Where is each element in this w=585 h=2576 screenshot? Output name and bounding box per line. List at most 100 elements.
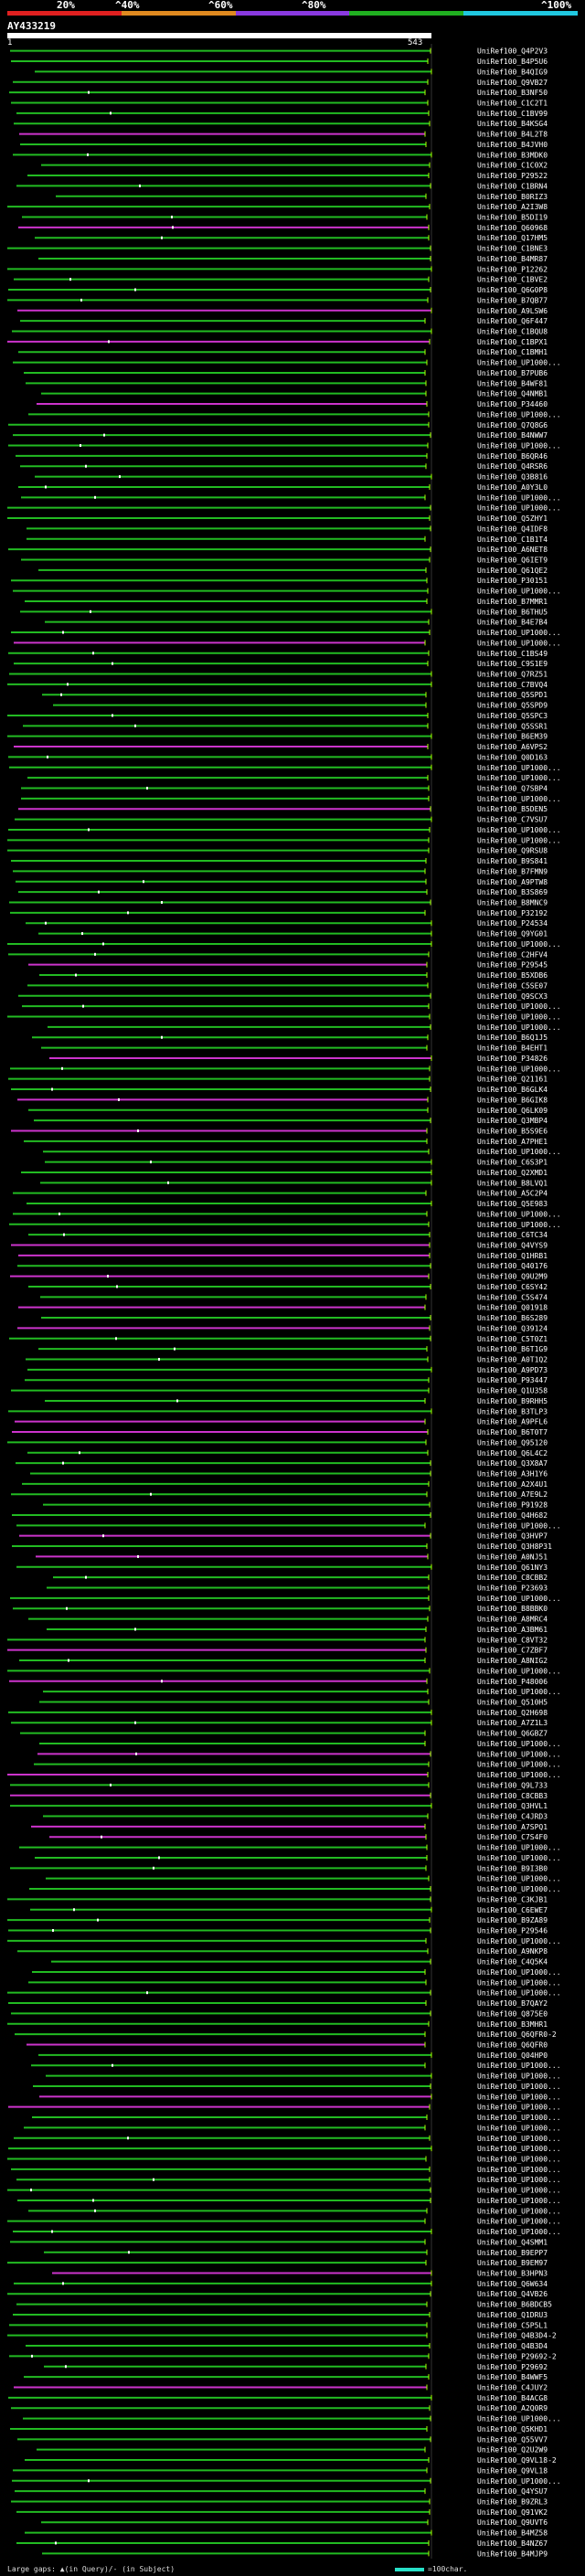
hit-row[interactable]: UniRef100_UP1000... xyxy=(11,2166,561,2174)
hit-row[interactable]: UniRef100_UP1000... xyxy=(22,1002,561,1011)
hit-label[interactable]: UniRef100_P23693 xyxy=(477,1585,548,1593)
hit-row[interactable]: UniRef100_UP1000... xyxy=(32,1968,561,1977)
hit-label[interactable]: UniRef100_C7ZBF7 xyxy=(477,1647,548,1655)
hit-label[interactable]: UniRef100_UP1000... xyxy=(477,1148,561,1156)
hit-label[interactable]: UniRef100_B4KSG4 xyxy=(477,120,548,128)
hit-label[interactable]: UniRef100_Q95120 xyxy=(477,1438,548,1447)
hit-row[interactable]: UniRef100_Q1HRB1 xyxy=(18,1252,548,1260)
hit-label[interactable]: UniRef100_Q91VK2 xyxy=(477,2508,548,2517)
hit-row[interactable]: UniRef100_B3HPN3 xyxy=(52,2270,548,2278)
hit-row[interactable]: UniRef100_A2Q0R9 xyxy=(11,2404,548,2412)
hit-label[interactable]: UniRef100_P12262 xyxy=(477,265,548,273)
hit-row[interactable]: UniRef100_C4JRD3 xyxy=(43,1813,548,1821)
hit-label[interactable]: UniRef100_B6Q1J5 xyxy=(477,1034,548,1042)
hit-row[interactable]: UniRef100_A9PTW8 xyxy=(16,878,548,886)
hit-label[interactable]: UniRef100_A9NKP8 xyxy=(477,1947,548,1956)
hit-row[interactable]: UniRef100_Q4B3D4 xyxy=(26,2342,548,2350)
hit-label[interactable]: UniRef100_Q4VYS9 xyxy=(477,1242,548,1250)
hit-label[interactable]: UniRef100_C1B1T4 xyxy=(477,535,548,544)
hit-row[interactable]: UniRef100_P30151 xyxy=(11,577,548,585)
hit-label[interactable]: UniRef100_Q04HP0 xyxy=(477,2051,548,2060)
hit-row[interactable]: UniRef100_UP1000... xyxy=(7,940,561,949)
hit-label[interactable]: UniRef100_UP1000... xyxy=(477,588,561,596)
hit-label[interactable]: UniRef100_Q9VB27 xyxy=(477,79,548,87)
hit-row[interactable]: UniRef100_C5P5L1 xyxy=(9,2321,548,2329)
hit-row[interactable]: UniRef100_Q6G0P8 xyxy=(8,286,548,294)
hit-row[interactable]: UniRef100_A7E9L2 xyxy=(11,1490,548,1499)
hit-label[interactable]: UniRef100_B3TLP3 xyxy=(477,1407,548,1415)
hit-row[interactable]: UniRef100_P29546 xyxy=(8,1927,548,1935)
hit-label[interactable]: UniRef100_Q4RSR6 xyxy=(477,462,548,471)
hit-row[interactable]: UniRef100_B4QIG9 xyxy=(35,68,548,76)
hit-label[interactable]: UniRef100_UP1000... xyxy=(477,1521,561,1530)
hit-label[interactable]: UniRef100_A7Z1L3 xyxy=(477,1719,548,1727)
hit-label[interactable]: UniRef100_Q1U358 xyxy=(477,1387,548,1395)
hit-row[interactable]: UniRef100_A2X4U1 xyxy=(22,1480,548,1489)
hit-row[interactable]: UniRef100_UP1000... xyxy=(7,504,561,513)
hit-row[interactable]: UniRef100_A6VPS2 xyxy=(14,743,548,751)
hit-label[interactable]: UniRef100_A2X4U1 xyxy=(477,1480,548,1489)
hit-label[interactable]: UniRef100_Q4P2V3 xyxy=(477,48,548,56)
hit-label[interactable]: UniRef100_Q9RSU8 xyxy=(477,847,548,855)
hit-row[interactable]: UniRef100_B6S289 xyxy=(41,1314,548,1322)
hit-row[interactable]: UniRef100_UP1000... xyxy=(9,1221,561,1229)
hit-row[interactable]: UniRef100_A8MRC4 xyxy=(28,1616,548,1624)
hit-label[interactable]: UniRef100_Q6GBZ7 xyxy=(477,1730,548,1738)
hit-label[interactable]: UniRef100_B4NWW7 xyxy=(477,431,548,440)
hit-row[interactable]: UniRef100_C5T0Z1 xyxy=(9,1335,548,1343)
hit-row[interactable]: UniRef100_Q3HVL1 xyxy=(10,1802,548,1810)
hit-label[interactable]: UniRef100_P29692-2 xyxy=(477,2352,557,2360)
hit-label[interactable]: UniRef100_B8LVQ1 xyxy=(477,1179,548,1187)
hit-label[interactable]: UniRef100_UP1000... xyxy=(477,1221,561,1229)
hit-row[interactable]: UniRef100_Q17HM5 xyxy=(35,234,548,242)
hit-row[interactable]: UniRef100_B5DI19 xyxy=(22,214,548,222)
hit-label[interactable]: UniRef100_UP1000... xyxy=(477,2083,561,2091)
hit-row[interactable]: UniRef100_B9RHH5 xyxy=(45,1397,548,1405)
hit-label[interactable]: UniRef100_UP1000... xyxy=(477,774,561,782)
hit-row[interactable]: UniRef100_UP1000... xyxy=(46,1875,561,1883)
hit-row[interactable]: UniRef100_B6THU5 xyxy=(20,608,548,616)
hit-row[interactable]: UniRef100_UP1000... xyxy=(9,764,561,772)
hit-label[interactable]: UniRef100_C4JRD3 xyxy=(477,1813,548,1821)
hit-row[interactable]: UniRef100_UP1000... xyxy=(7,1937,561,1945)
hit-label[interactable]: UniRef100_UP1000... xyxy=(477,1937,561,1945)
hit-label[interactable]: UniRef100_UP1000... xyxy=(477,1065,561,1073)
hit-row[interactable]: UniRef100_B6EM39 xyxy=(7,733,548,741)
hit-label[interactable]: UniRef100_UP1000... xyxy=(477,1740,561,1748)
hit-label[interactable]: UniRef100_A9LSW6 xyxy=(477,307,548,315)
hit-label[interactable]: UniRef100_B4L2T8 xyxy=(477,131,548,139)
hit-label[interactable]: UniRef100_B8MNC9 xyxy=(477,899,548,907)
hit-label[interactable]: UniRef100_B4WWF5 xyxy=(477,2373,548,2381)
hit-row[interactable]: UniRef100_Q1DRU3 xyxy=(13,2311,548,2319)
hit-row[interactable]: UniRef100_B4WWF5 xyxy=(24,2373,548,2381)
hit-row[interactable]: UniRef100_C1C2T1 xyxy=(11,100,548,108)
hit-label[interactable]: UniRef100_A6VPS2 xyxy=(477,743,548,751)
hit-label[interactable]: UniRef100_Q9VL18-2 xyxy=(477,2456,557,2465)
hit-row[interactable]: UniRef100_B3NF50 xyxy=(9,89,548,97)
hit-label[interactable]: UniRef100_UP1000... xyxy=(477,1688,561,1696)
hit-row[interactable]: UniRef100_Q6IET9 xyxy=(21,557,548,565)
hit-label[interactable]: UniRef100_Q21161 xyxy=(477,1076,548,1084)
hit-row[interactable]: UniRef100_Q7Q8G6 xyxy=(8,421,548,429)
hit-row[interactable]: UniRef100_Q1U358 xyxy=(11,1387,548,1395)
hit-row[interactable]: UniRef100_Q4B3D4-2 xyxy=(7,2332,557,2340)
hit-label[interactable]: UniRef100_UP1000... xyxy=(477,764,561,772)
hit-row[interactable]: UniRef100_A5C2P4 xyxy=(13,1190,548,1198)
hit-label[interactable]: UniRef100_Q510H5 xyxy=(477,1699,548,1707)
hit-row[interactable]: UniRef100_UP1000... xyxy=(21,795,561,803)
hit-row[interactable]: UniRef100_Q6W634 xyxy=(14,2280,548,2288)
hit-label[interactable]: UniRef100_Q3MBP4 xyxy=(477,1117,548,1125)
hit-row[interactable]: UniRef100_UP1000... xyxy=(13,1210,561,1218)
hit-label[interactable]: UniRef100_Q6IET9 xyxy=(477,557,548,565)
hit-label[interactable]: UniRef100_UP1000... xyxy=(477,1750,561,1758)
hit-label[interactable]: UniRef100_UP1000... xyxy=(477,2197,561,2205)
hit-row[interactable]: UniRef100_Q7SBP4 xyxy=(21,785,548,793)
hit-row[interactable]: UniRef100_P93447 xyxy=(25,1376,548,1384)
hit-label[interactable]: UniRef100_A7SPQ1 xyxy=(477,1823,548,1831)
hit-label[interactable]: UniRef100_Q5SSR1 xyxy=(477,722,548,730)
hit-row[interactable]: UniRef100_B9EPP7 xyxy=(44,2249,548,2257)
hit-label[interactable]: UniRef100_C1BNE3 xyxy=(477,245,548,253)
hit-row[interactable]: UniRef100_Q3HVP7 xyxy=(19,1532,548,1541)
hit-row[interactable]: UniRef100_Q6QFR0-2 xyxy=(15,2030,557,2039)
hit-row[interactable]: UniRef100_UP1000... xyxy=(8,442,561,451)
